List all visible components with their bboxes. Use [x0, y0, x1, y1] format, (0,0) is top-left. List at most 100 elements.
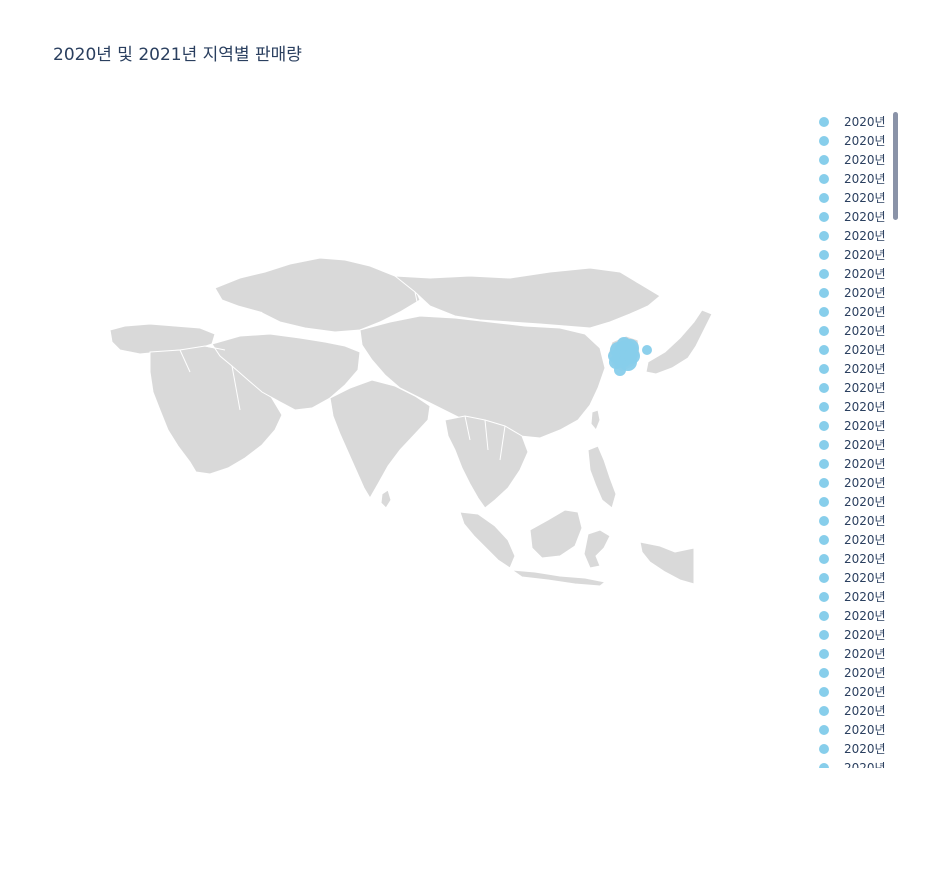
legend-item[interactable]: 2020년	[808, 264, 892, 283]
land-india	[329, 379, 431, 499]
sales-marker[interactable]	[608, 350, 620, 362]
border-line	[214, 305, 239, 335]
land-japan	[645, 309, 713, 375]
legend-label: 2020년	[844, 324, 886, 338]
border-line	[299, 327, 306, 339]
legend-item[interactable]: 2020년	[808, 568, 892, 587]
legend-marker-icon	[819, 762, 829, 768]
legend-item[interactable]: 2020년	[808, 682, 892, 701]
legend-marker-icon	[819, 534, 829, 545]
legend-marker-icon	[819, 230, 829, 241]
legend-marker-icon	[819, 211, 829, 222]
legend-item[interactable]: 2020년	[808, 644, 892, 663]
border-line	[324, 331, 336, 343]
border-line	[499, 425, 506, 461]
legend-label: 2020년	[844, 742, 886, 756]
legend-item[interactable]: 2020년	[808, 245, 892, 264]
legend-label: 2020년	[844, 381, 886, 395]
legend-item[interactable]: 2020년	[808, 112, 892, 131]
land-sumatra	[459, 511, 516, 569]
sales-marker[interactable]	[642, 345, 652, 355]
land-north	[393, 267, 661, 329]
legend-item[interactable]: 2020년	[808, 283, 892, 302]
legend-item[interactable]: 2020년	[808, 701, 892, 720]
legend-label: 2020년	[844, 476, 886, 490]
border-line	[484, 419, 489, 451]
legend[interactable]: 2020년 2020년 2020년 2020년 2020년 2020년 2020년 2020년…	[808, 112, 892, 768]
legend-marker-icon	[819, 401, 829, 412]
land-southeast-asia	[444, 415, 529, 509]
legend-item[interactable]: 2020년	[808, 758, 892, 768]
legend-marker-icon	[819, 477, 829, 488]
legend-marker-icon	[819, 116, 829, 127]
legend-item[interactable]: 2020년	[808, 720, 892, 739]
legend-item[interactable]: 2020년	[808, 131, 892, 150]
legend-label: 2020년	[844, 495, 886, 509]
legend-label: 2020년	[844, 571, 886, 585]
legend-item[interactable]: 2020년	[808, 473, 892, 492]
legend-label: 2020년	[844, 400, 886, 414]
legend-marker-icon	[819, 648, 829, 659]
legend-marker-icon	[819, 439, 829, 450]
land-philippines	[587, 445, 617, 509]
legend-marker-icon	[819, 572, 829, 583]
sales-marker[interactable]	[617, 337, 631, 351]
legend-item[interactable]: 2020년	[808, 530, 892, 549]
legend-marker-icon	[819, 610, 829, 621]
legend-item[interactable]: 2020년	[808, 302, 892, 321]
legend-label: 2020년	[844, 172, 886, 186]
legend-label: 2020년	[844, 267, 886, 281]
legend-label: 2020년	[844, 153, 886, 167]
legend-item[interactable]: 2020년	[808, 207, 892, 226]
legend-scrollbar[interactable]	[893, 112, 898, 220]
legend-label: 2020년	[844, 552, 886, 566]
legend-item[interactable]: 2020년	[808, 378, 892, 397]
legend-item[interactable]: 2020년	[808, 150, 892, 169]
land-borneo	[529, 509, 583, 559]
legend-item[interactable]: 2020년	[808, 416, 892, 435]
legend-marker-icon	[819, 154, 829, 165]
legend-marker-icon	[819, 306, 829, 317]
border-line	[344, 329, 361, 347]
legend-item[interactable]: 2020년	[808, 359, 892, 378]
legend-label: 2020년	[844, 761, 886, 768]
legend-item[interactable]: 2020년	[808, 397, 892, 416]
legend-label: 2020년	[844, 666, 886, 680]
legend-item[interactable]: 2020년	[808, 587, 892, 606]
legend-item[interactable]: 2020년	[808, 492, 892, 511]
land-taiwan	[590, 409, 601, 431]
legend-item[interactable]: 2020년	[808, 625, 892, 644]
legend-item[interactable]: 2020년	[808, 340, 892, 359]
legend-item[interactable]: 2020년	[808, 188, 892, 207]
legend-item[interactable]: 2020년	[808, 169, 892, 188]
legend-label: 2020년	[844, 210, 886, 224]
legend-label: 2020년	[844, 438, 886, 452]
legend-item[interactable]: 2020년	[808, 511, 892, 530]
legend-marker-icon	[819, 667, 829, 678]
sales-marker[interactable]	[624, 348, 640, 364]
legend-label: 2020년	[844, 457, 886, 471]
legend-item[interactable]: 2020년	[808, 606, 892, 625]
border-line	[361, 344, 373, 381]
legend-item[interactable]: 2020년	[808, 321, 892, 340]
legend-marker-icon	[819, 686, 829, 697]
legend-label: 2020년	[844, 685, 886, 699]
legend-marker-icon	[819, 743, 829, 754]
sales-markers[interactable]	[608, 337, 652, 376]
legend-marker-icon	[819, 458, 829, 469]
legend-item[interactable]: 2020년	[808, 435, 892, 454]
legend-item[interactable]: 2020년	[808, 549, 892, 568]
legend-item[interactable]: 2020년	[808, 739, 892, 758]
legend-label: 2020년	[844, 134, 886, 148]
legend-item[interactable]: 2020년	[808, 663, 892, 682]
sales-marker[interactable]	[614, 364, 626, 376]
legend-item[interactable]: 2020년	[808, 454, 892, 473]
border-line	[204, 345, 226, 351]
legend-label: 2020년	[844, 305, 886, 319]
legend-marker-icon	[819, 724, 829, 735]
legend-item[interactable]: 2020년	[808, 226, 892, 245]
legend-marker-icon	[819, 420, 829, 431]
legend-label: 2020년	[844, 647, 886, 661]
land-sulawesi	[583, 529, 611, 569]
